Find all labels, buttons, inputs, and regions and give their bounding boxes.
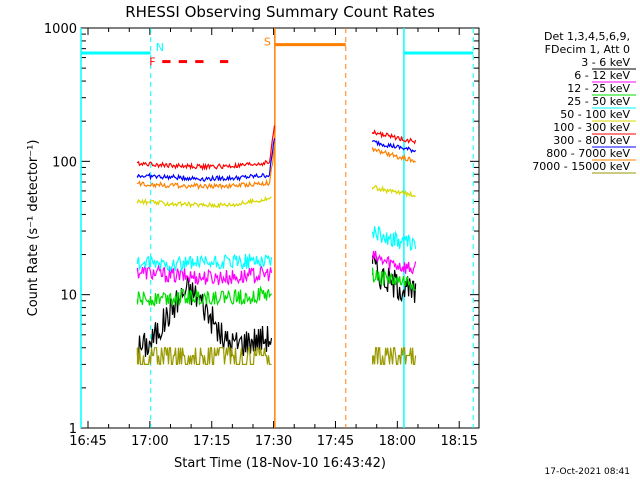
series-line — [136, 138, 276, 182]
legend-entry-label: 50 - 100 keV — [560, 108, 630, 121]
plot-area — [80, 27, 480, 429]
series-line — [136, 285, 272, 308]
legend-entry-label: 12 - 25 keV — [567, 82, 630, 95]
legend-entry-label: 7000 - 15000 keV — [532, 160, 630, 173]
series-line — [136, 146, 276, 191]
legend-entry-label: 300 - 800 keV — [553, 134, 630, 147]
legend-entry-label: 6 - 12 keV — [574, 69, 630, 82]
x-tick-label: 17:00 — [131, 434, 168, 449]
series-line — [136, 125, 276, 172]
x-tick-label: 17:30 — [255, 434, 292, 449]
annotation-markers: NF S — [80, 28, 474, 428]
series-line — [136, 263, 273, 286]
series-line — [136, 275, 273, 359]
series-line — [372, 129, 417, 145]
series-line — [372, 140, 417, 154]
axis-ticks: 16:45 17:00 17:15 17:30 17:45 18:00 18:15 1 10 10… — [44, 22, 479, 449]
legend-entry-label: 25 - 50 keV — [567, 95, 630, 108]
x-axis-label: Start Time (18-Nov-10 16:43:42) — [174, 456, 386, 471]
legend-entry-label: 800 - 7000 keV — [546, 147, 630, 160]
y-tick-label: 100 — [52, 155, 77, 170]
series-line — [372, 225, 417, 251]
series-line — [372, 250, 417, 275]
footer-date: 17-Oct-2021 08:41 — [545, 467, 630, 477]
series-line — [136, 347, 272, 365]
x-tick-label: 17:45 — [317, 434, 354, 449]
x-tick-label: 16:45 — [69, 434, 106, 449]
y-tick-label: 1000 — [44, 22, 77, 37]
x-tick-label: 17:15 — [193, 434, 230, 449]
x-tick-label: 18:00 — [379, 434, 416, 449]
data-series — [136, 125, 417, 365]
y-tick-label: 1 — [69, 422, 77, 437]
night-label: N — [156, 41, 164, 54]
series-line — [372, 267, 417, 292]
series-line — [136, 195, 272, 209]
flare-label: F — [149, 56, 155, 69]
y-tick-label: 10 — [60, 289, 77, 304]
series-line — [136, 253, 273, 273]
saa-label: S — [264, 36, 271, 49]
series-line — [372, 147, 417, 164]
y-axis-label: Count Rate (s⁻¹ detector⁻¹) — [26, 140, 41, 317]
legend-entry-label: 3 - 6 keV — [581, 56, 630, 69]
x-tick-label: 18:15 — [440, 434, 477, 449]
legend-entry-label: 100 - 300 keV — [553, 121, 630, 134]
legend: Det 1,3,4,5,6,9, FDecim 1, Att 0 3 - 6 k… — [532, 30, 636, 174]
chart-title: RHESSI Observing Summary Count Rates — [125, 3, 435, 21]
legend-header-fdecim: FDecim 1, Att 0 — [545, 43, 630, 56]
series-line — [372, 347, 417, 365]
series-line — [372, 184, 416, 198]
legend-header-detectors: Det 1,3,4,5,6,9, — [544, 30, 630, 43]
